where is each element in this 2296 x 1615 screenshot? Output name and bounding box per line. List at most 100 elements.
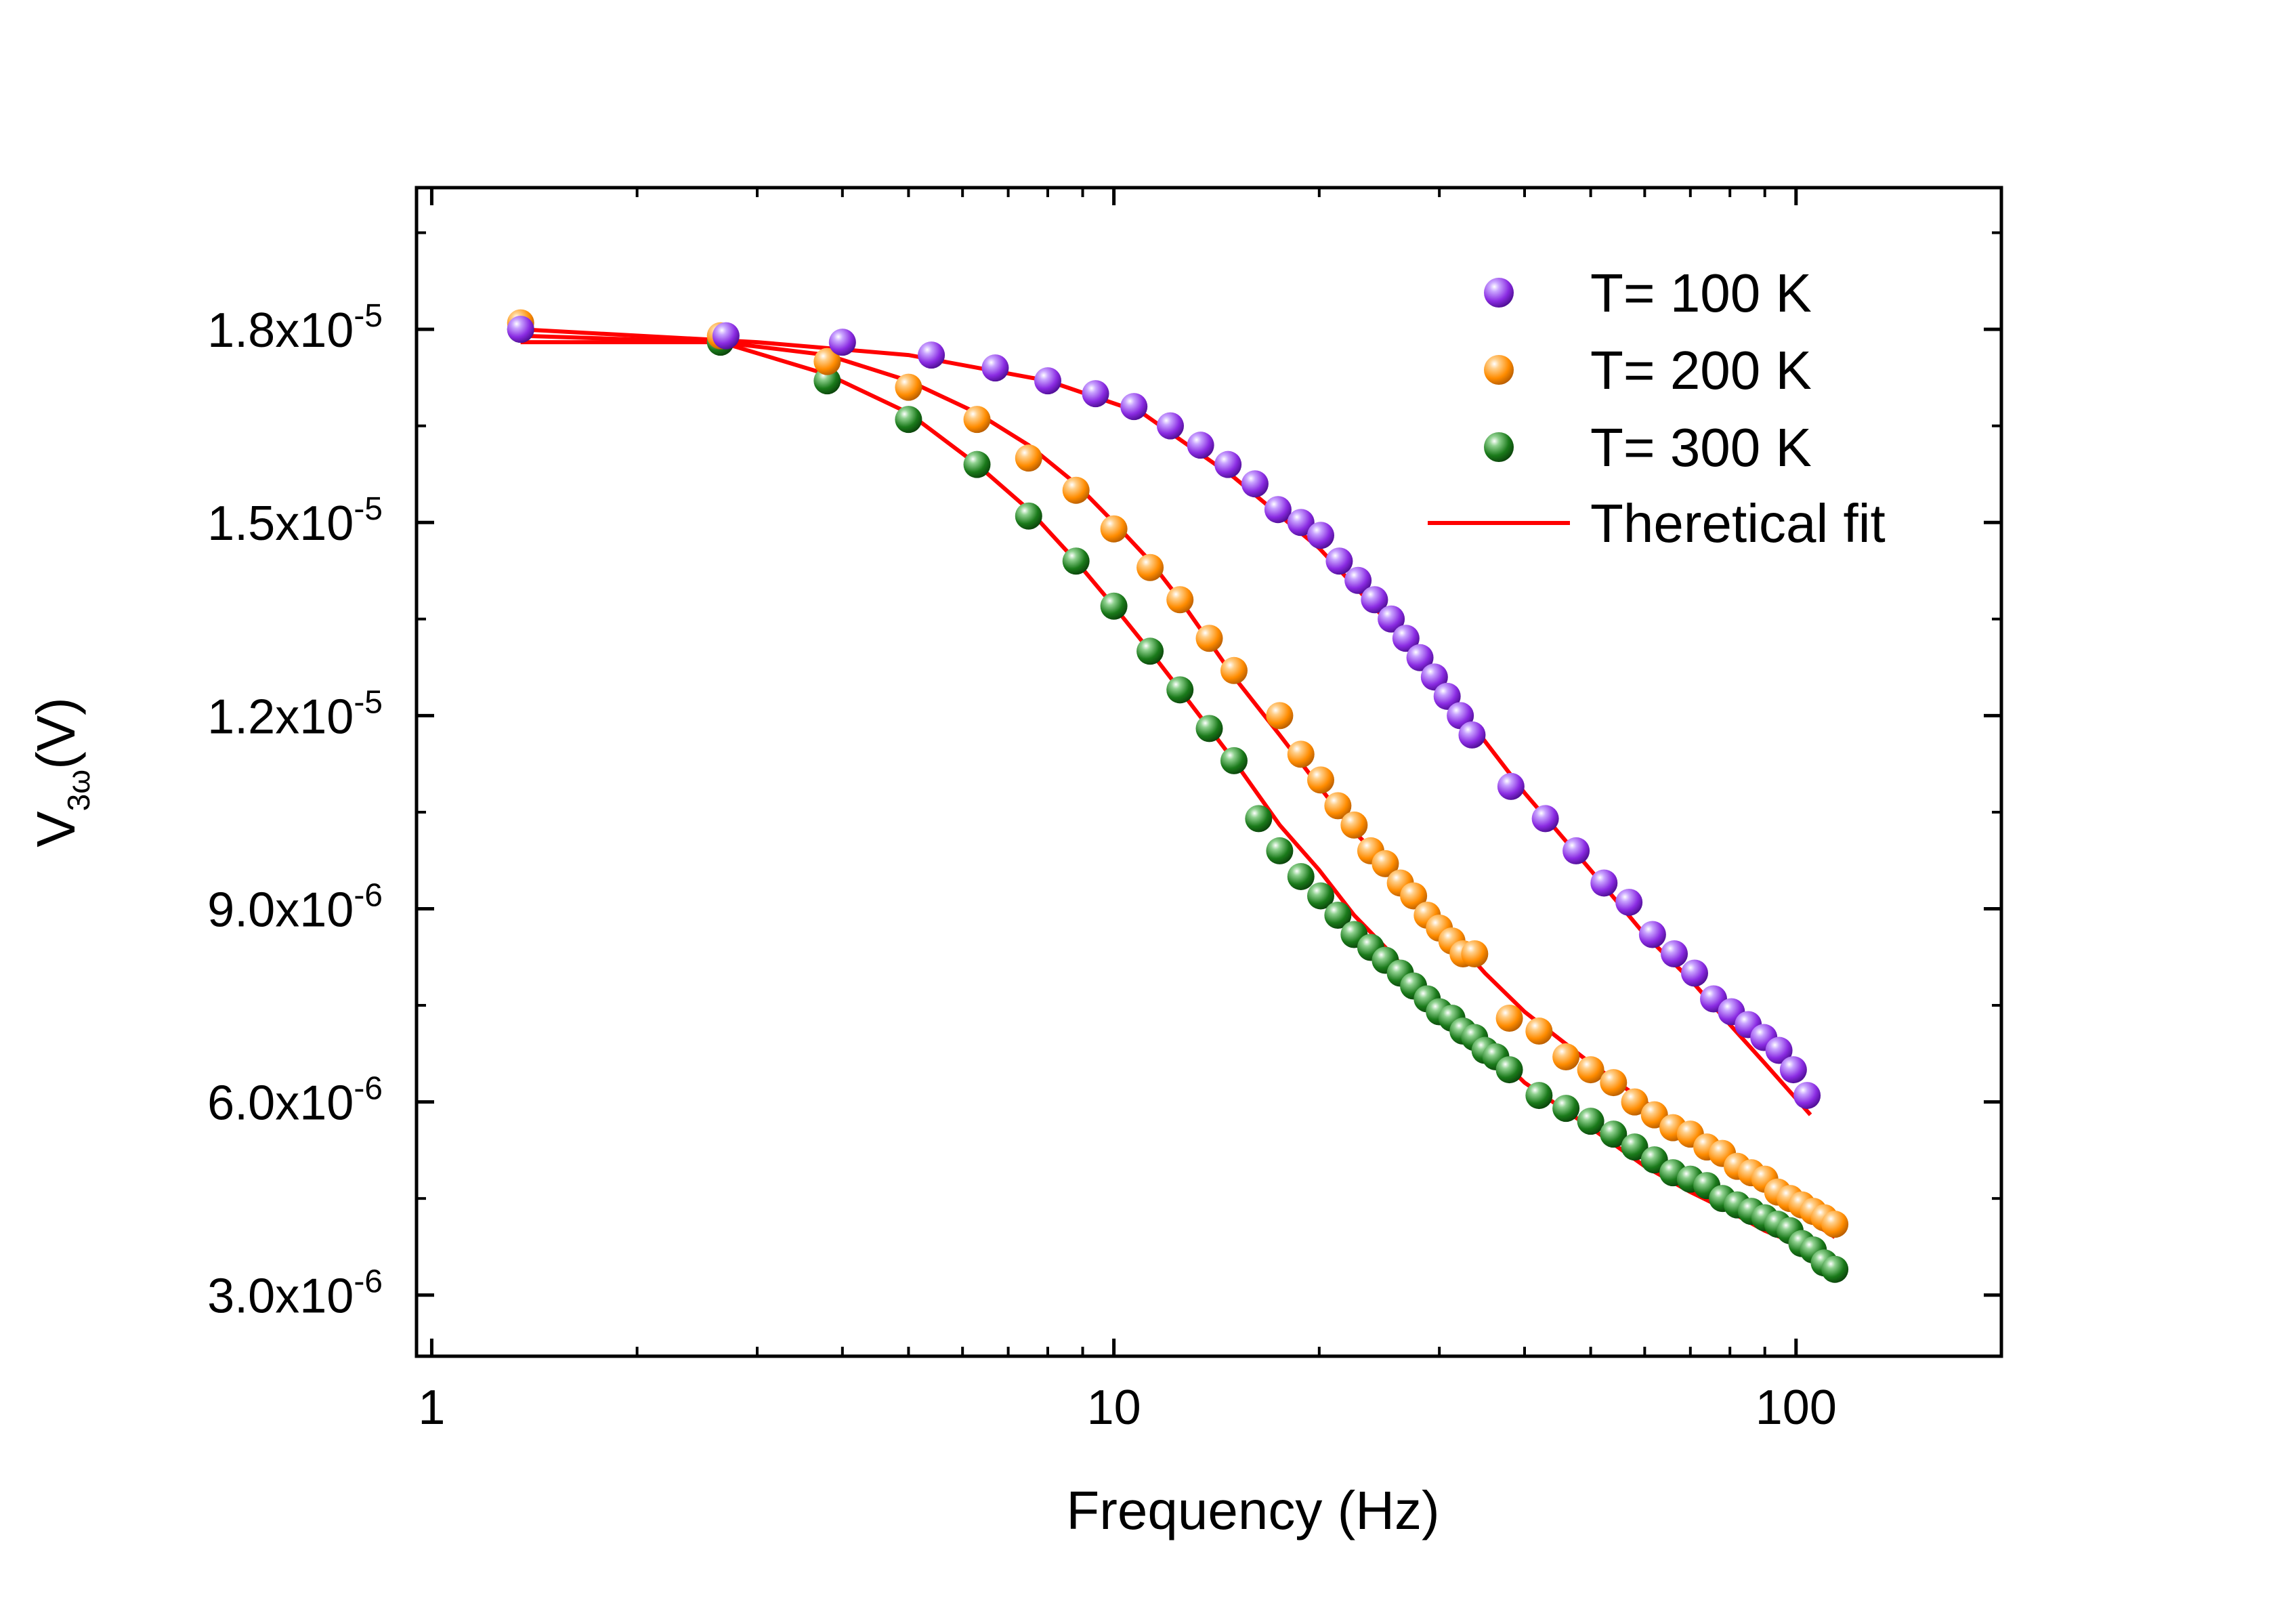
data-point-1	[1266, 702, 1294, 730]
data-point-0	[1082, 380, 1109, 408]
data-point-1	[813, 348, 841, 375]
data-point-0	[1765, 1036, 1793, 1064]
data-point-0	[1531, 805, 1559, 833]
data-point-0	[1793, 1082, 1821, 1110]
data-point-0	[1187, 432, 1214, 459]
y-tick-label: 1.5x10-5	[207, 491, 383, 551]
data-point-0	[1034, 367, 1062, 395]
legend-label-300k: T= 300 K	[1590, 417, 1812, 478]
y-tick-label: 1.8x10-5	[207, 298, 383, 358]
legend-label-200k: T= 200 K	[1590, 340, 1812, 400]
y-axis-title-suffix: (V)	[26, 697, 86, 770]
data-point-1	[1340, 811, 1368, 839]
y-axis-title: V3ω(V)	[26, 697, 96, 847]
data-point-2	[1287, 862, 1315, 890]
legend-label-fit: Theretical fit	[1590, 493, 1886, 553]
data-point-2	[1166, 676, 1194, 704]
data-point-1	[1062, 476, 1090, 504]
legend: T= 100 K T= 200 K T= 300 K Theretical fi…	[1428, 263, 1886, 553]
legend-label-100k: T= 100 K	[1590, 263, 1812, 323]
legend-marker-100k	[1484, 278, 1514, 308]
data-point-0	[1615, 888, 1643, 916]
data-point-0	[1392, 625, 1420, 652]
x-tick-labels: 1 10 100	[418, 1381, 1836, 1435]
data-point-2	[1266, 837, 1294, 864]
svg-text:V3ω(V): V3ω(V)	[26, 697, 96, 847]
data-point-1	[1577, 1056, 1604, 1084]
axis-ticks	[417, 188, 2001, 1356]
data-point-2	[1062, 547, 1090, 575]
data-point-2	[1136, 637, 1164, 665]
data-point-2	[1015, 502, 1042, 530]
data-point-0	[1458, 721, 1486, 749]
data-point-2	[813, 367, 841, 395]
data-point-0	[1241, 470, 1269, 498]
data-point-2	[1577, 1108, 1604, 1135]
y-axis-title-subscript: 3ω	[61, 770, 96, 812]
data-point-0	[828, 329, 856, 356]
data-point-1	[895, 373, 922, 401]
data-point-1	[1166, 586, 1194, 614]
data-point-0	[1638, 921, 1666, 948]
y-tick-label: 9.0x10-6	[207, 877, 383, 937]
data-point-1	[1220, 656, 1248, 684]
data-point-1	[1461, 940, 1489, 967]
data-point-2	[1100, 592, 1128, 620]
data-point-0	[1497, 772, 1525, 800]
data-point-2	[1245, 805, 1273, 833]
data-point-0	[981, 354, 1009, 382]
data-point-0	[1306, 522, 1334, 549]
data-point-2	[1495, 1056, 1523, 1084]
data-point-0	[1420, 663, 1448, 691]
data-point-2	[1600, 1120, 1628, 1148]
data-point-0	[1562, 837, 1590, 864]
data-point-0	[1287, 509, 1315, 537]
x-tick-label: 10	[1087, 1381, 1141, 1435]
data-point-1	[1400, 882, 1428, 910]
data-points	[507, 309, 1849, 1283]
data-point-0	[1779, 1056, 1807, 1084]
data-point-0	[1157, 412, 1185, 440]
data-point-0	[1264, 496, 1292, 524]
data-point-2	[1195, 715, 1223, 742]
y-tick-label: 6.0x10-6	[207, 1071, 383, 1131]
data-point-2	[1525, 1082, 1553, 1110]
data-point-1	[1306, 766, 1334, 794]
data-point-1	[1372, 850, 1399, 877]
data-point-0	[1214, 450, 1242, 478]
data-point-2	[1220, 747, 1248, 774]
data-point-1	[1552, 1043, 1580, 1071]
data-point-1	[1621, 1088, 1649, 1116]
y-tick-label: 3.0x10-6	[207, 1264, 383, 1324]
data-point-0	[1680, 959, 1708, 987]
data-point-1	[1287, 740, 1315, 768]
plot-frame	[414, 186, 2003, 1358]
data-point-1	[1600, 1069, 1628, 1097]
data-point-0	[1120, 393, 1148, 421]
data-point-2	[1324, 901, 1352, 929]
data-point-1	[1136, 553, 1164, 581]
x-tick-label: 100	[1756, 1381, 1837, 1435]
data-point-1	[1324, 792, 1352, 820]
x-tick-label: 1	[418, 1381, 445, 1435]
data-point-0	[918, 341, 945, 369]
data-point-1	[1821, 1211, 1849, 1238]
data-point-1	[1195, 625, 1223, 652]
data-point-0	[1590, 869, 1618, 897]
data-point-0	[1378, 605, 1405, 633]
x-axis-title: Frequency (Hz)	[1066, 1480, 1439, 1540]
data-point-0	[1406, 644, 1434, 671]
data-point-2	[963, 450, 991, 478]
data-point-2	[1552, 1095, 1580, 1123]
data-point-1	[1495, 1005, 1523, 1032]
data-point-1	[1525, 1018, 1553, 1045]
data-point-2	[1621, 1133, 1649, 1161]
data-point-1	[1015, 444, 1042, 472]
data-point-2	[1821, 1255, 1849, 1283]
data-point-0	[1433, 682, 1461, 710]
legend-marker-200k	[1484, 355, 1514, 385]
data-point-0	[712, 322, 740, 350]
data-point-2	[1306, 882, 1334, 910]
data-point-0	[1325, 547, 1353, 575]
